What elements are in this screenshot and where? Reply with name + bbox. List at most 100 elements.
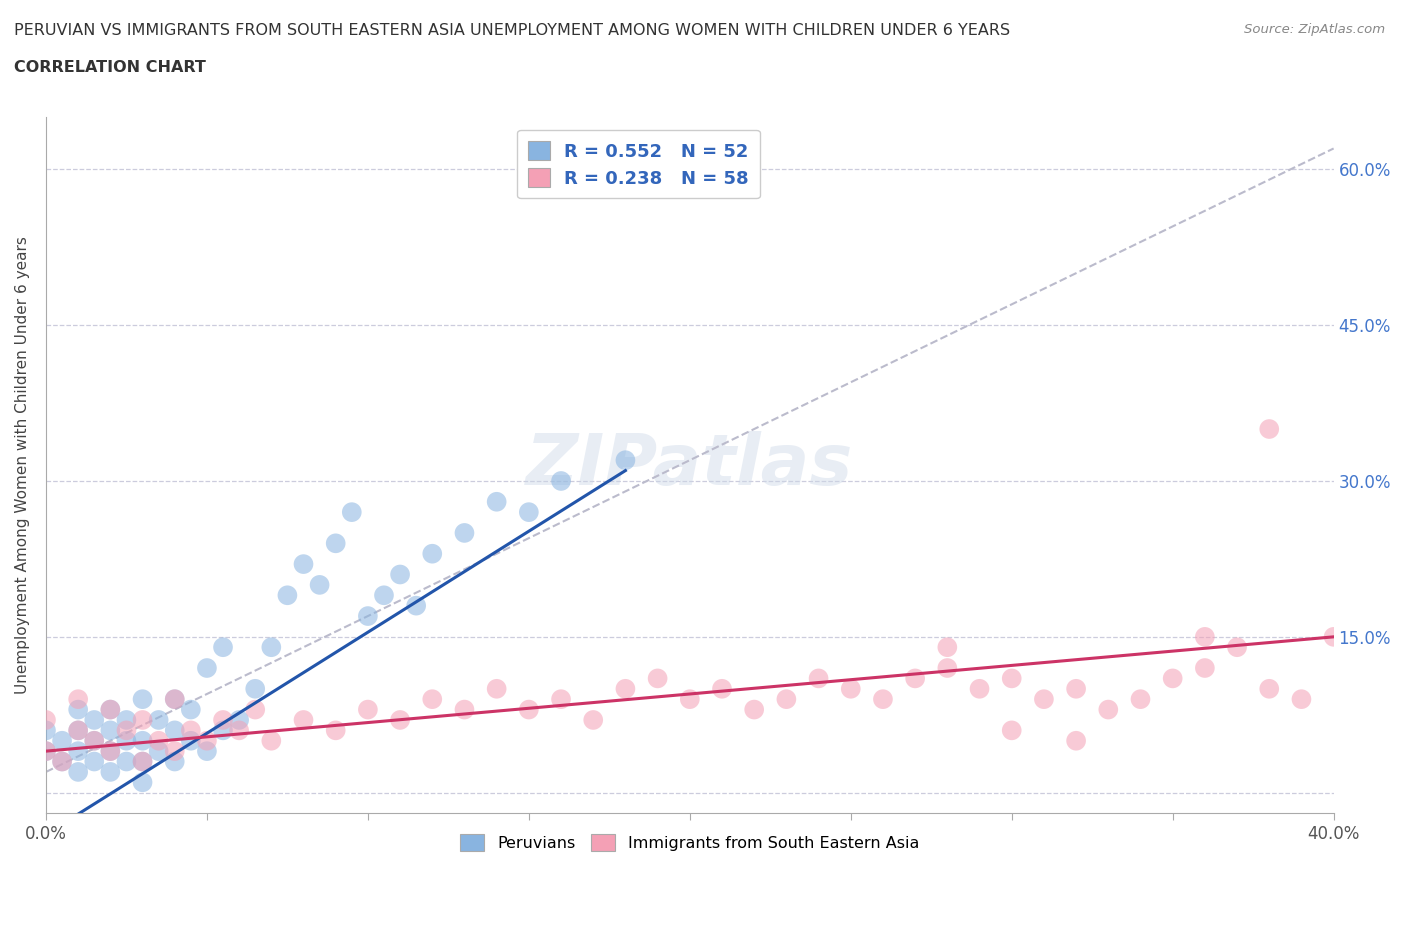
Point	[245, 682, 267, 697]
Point	[260, 640, 283, 655]
Point	[614, 453, 637, 468]
Point	[180, 723, 202, 737]
Point	[163, 692, 186, 707]
Y-axis label: Unemployment Among Women with Children Under 6 years: Unemployment Among Women with Children U…	[15, 236, 30, 695]
Point	[115, 712, 138, 727]
Point	[131, 754, 153, 769]
Point	[775, 692, 797, 707]
Point	[453, 525, 475, 540]
Point	[83, 733, 105, 748]
Text: Source: ZipAtlas.com: Source: ZipAtlas.com	[1244, 23, 1385, 36]
Point	[260, 733, 283, 748]
Point	[485, 682, 508, 697]
Point	[1291, 692, 1313, 707]
Point	[1001, 723, 1024, 737]
Text: CORRELATION CHART: CORRELATION CHART	[14, 60, 205, 75]
Point	[276, 588, 298, 603]
Point	[163, 723, 186, 737]
Point	[98, 744, 121, 759]
Point	[936, 660, 959, 675]
Point	[969, 682, 991, 697]
Point	[131, 775, 153, 790]
Point	[98, 744, 121, 759]
Point	[517, 505, 540, 520]
Point	[163, 754, 186, 769]
Point	[35, 744, 58, 759]
Point	[163, 692, 186, 707]
Point	[1129, 692, 1152, 707]
Point	[195, 744, 218, 759]
Point	[35, 744, 58, 759]
Point	[711, 682, 734, 697]
Text: PERUVIAN VS IMMIGRANTS FROM SOUTH EASTERN ASIA UNEMPLOYMENT AMONG WOMEN WITH CHI: PERUVIAN VS IMMIGRANTS FROM SOUTH EASTER…	[14, 23, 1010, 38]
Point	[131, 754, 153, 769]
Point	[1323, 630, 1346, 644]
Point	[67, 764, 90, 779]
Point	[679, 162, 702, 177]
Point	[67, 692, 90, 707]
Point	[35, 712, 58, 727]
Point	[245, 702, 267, 717]
Point	[389, 567, 412, 582]
Point	[51, 754, 73, 769]
Point	[83, 754, 105, 769]
Point	[1001, 671, 1024, 685]
Point	[936, 640, 959, 655]
Text: ZIPatlas: ZIPatlas	[526, 431, 853, 500]
Point	[357, 702, 380, 717]
Point	[292, 712, 315, 727]
Point	[98, 702, 121, 717]
Point	[115, 754, 138, 769]
Point	[614, 682, 637, 697]
Point	[679, 692, 702, 707]
Point	[67, 702, 90, 717]
Point	[83, 712, 105, 727]
Point	[420, 546, 443, 561]
Point	[1194, 630, 1216, 644]
Point	[51, 754, 73, 769]
Point	[1097, 702, 1119, 717]
Point	[1064, 733, 1087, 748]
Point	[485, 495, 508, 510]
Point	[195, 660, 218, 675]
Point	[195, 733, 218, 748]
Point	[83, 733, 105, 748]
Point	[148, 712, 170, 727]
Point	[212, 723, 235, 737]
Point	[292, 557, 315, 572]
Point	[582, 712, 605, 727]
Point	[115, 733, 138, 748]
Point	[131, 712, 153, 727]
Point	[67, 723, 90, 737]
Point	[1194, 660, 1216, 675]
Point	[115, 723, 138, 737]
Point	[98, 702, 121, 717]
Point	[389, 712, 412, 727]
Point	[67, 744, 90, 759]
Point	[212, 712, 235, 727]
Point	[1226, 640, 1249, 655]
Point	[325, 723, 347, 737]
Point	[1258, 682, 1281, 697]
Point	[340, 505, 363, 520]
Point	[807, 671, 830, 685]
Point	[51, 733, 73, 748]
Point	[1032, 692, 1054, 707]
Point	[1258, 421, 1281, 436]
Point	[325, 536, 347, 551]
Point	[517, 702, 540, 717]
Point	[131, 692, 153, 707]
Point	[163, 744, 186, 759]
Legend: Peruvians, Immigrants from South Eastern Asia: Peruvians, Immigrants from South Eastern…	[454, 828, 925, 857]
Point	[98, 764, 121, 779]
Point	[308, 578, 330, 592]
Point	[180, 702, 202, 717]
Point	[904, 671, 927, 685]
Point	[67, 723, 90, 737]
Point	[872, 692, 894, 707]
Point	[228, 712, 250, 727]
Point	[405, 598, 427, 613]
Point	[647, 671, 669, 685]
Point	[357, 608, 380, 623]
Point	[228, 723, 250, 737]
